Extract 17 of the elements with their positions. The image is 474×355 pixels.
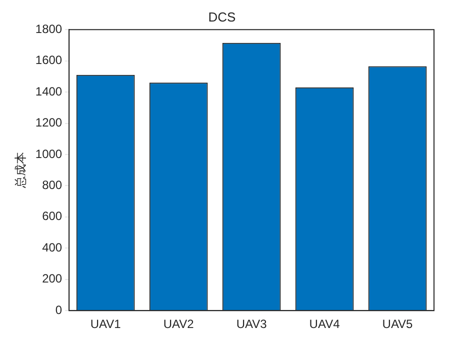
y-tick-label: 1800	[35, 22, 62, 36]
x-tick-label: UAV5	[382, 317, 414, 332]
y-tick-label: 1600	[35, 53, 62, 68]
chart-title: DCS	[208, 9, 236, 24]
x-tick-label: UAV1	[90, 317, 122, 332]
y-tick-label: 1400	[35, 84, 62, 98]
y-tick-label: 600	[42, 209, 62, 224]
x-tick-label: UAV3	[236, 317, 268, 332]
y-tick-label: 0	[55, 302, 62, 317]
x-tick-label: UAV2	[163, 317, 194, 332]
y-axis-title: 总成本	[13, 152, 28, 190]
y-tick-label: 800	[42, 178, 62, 192]
y-tick-label: 1000	[35, 146, 62, 161]
y-tick-label: 200	[42, 272, 62, 286]
y-tick-label: 1200	[35, 116, 62, 130]
x-tick-label: UAV4	[309, 317, 340, 332]
y-tick-label: 400	[42, 240, 62, 254]
